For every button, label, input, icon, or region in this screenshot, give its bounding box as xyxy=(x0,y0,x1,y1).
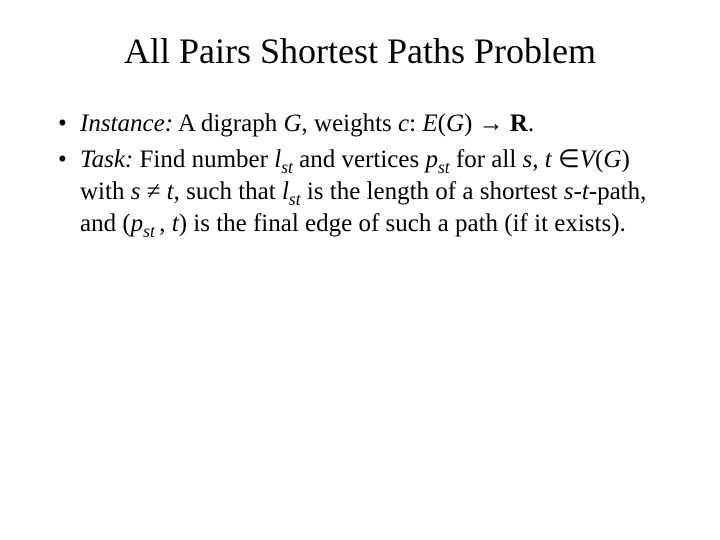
text: . xyxy=(528,110,534,137)
text: is the length of a shortest xyxy=(301,178,564,205)
var-G: G xyxy=(603,146,621,173)
text: : xyxy=(409,110,422,137)
text: - xyxy=(573,178,581,205)
var-l2: l xyxy=(282,178,289,205)
text: ( xyxy=(438,110,446,137)
var-G: G xyxy=(283,110,301,137)
text: , such that xyxy=(174,178,282,205)
text: for all xyxy=(450,146,523,173)
var-t4: t xyxy=(172,210,179,237)
set-R: R xyxy=(510,110,528,137)
var-s: s xyxy=(523,146,533,173)
bullet-list: Instance: A digraph G, weights c: E(G) →… xyxy=(40,108,680,240)
sub-st: st xyxy=(143,221,159,241)
sub-st: st xyxy=(438,157,450,177)
text: ∈ xyxy=(552,146,580,173)
text: , xyxy=(159,210,172,237)
text: ) is the final edge of such a path (if i… xyxy=(179,210,626,237)
var-t3: t xyxy=(582,178,589,205)
var-V: V xyxy=(580,146,595,173)
text: , xyxy=(532,146,545,173)
text: ≠ xyxy=(140,178,166,205)
sub-st: st xyxy=(281,157,293,177)
text: A digraph xyxy=(173,110,283,137)
text: ) → xyxy=(464,110,510,137)
var-s2: s xyxy=(131,178,141,205)
instance-lead: Instance: xyxy=(80,110,173,137)
var-c: c xyxy=(398,110,409,137)
task-lead: Task: xyxy=(80,146,133,173)
var-E: E xyxy=(422,110,437,137)
text: Find number xyxy=(133,146,274,173)
bullet-instance: Instance: A digraph G, weights c: E(G) →… xyxy=(58,108,670,140)
var-t: t xyxy=(545,146,552,173)
var-G2: G xyxy=(446,110,464,137)
text: , weights xyxy=(302,110,399,137)
var-p: p xyxy=(425,146,438,173)
bullet-task: Task: Find number lst and vertices pst f… xyxy=(58,144,670,240)
slide-body: All Pairs Shortest Paths Problem Instanc… xyxy=(0,0,720,540)
var-p2: p xyxy=(131,210,144,237)
slide-title: All Pairs Shortest Paths Problem xyxy=(40,30,680,72)
var-t2: t xyxy=(167,178,174,205)
text: and vertices xyxy=(293,146,426,173)
sub-st: st xyxy=(289,189,301,209)
